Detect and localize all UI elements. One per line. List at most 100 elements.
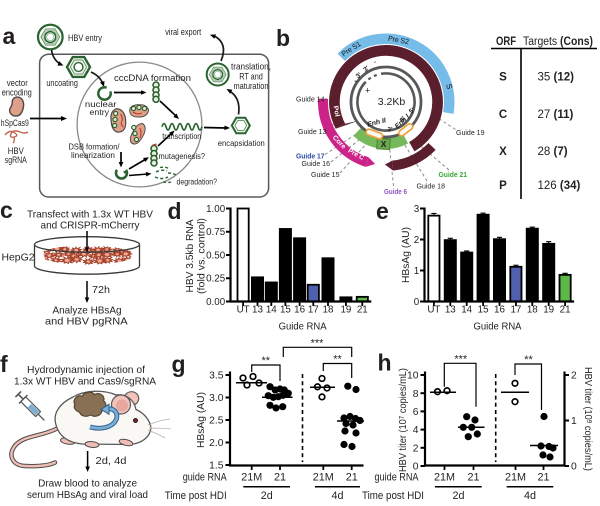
svg-text:Guide 18: Guide 18 xyxy=(417,182,446,191)
svg-text:viral export: viral export xyxy=(165,27,201,37)
svg-text:b: b xyxy=(276,25,290,51)
svg-text:encapsidation: encapsidation xyxy=(218,138,265,148)
svg-text:21: 21 xyxy=(560,304,571,315)
svg-text:(fold vs. control): (fold vs. control) xyxy=(197,218,208,294)
svg-text:14: 14 xyxy=(461,304,472,315)
svg-text:a: a xyxy=(3,23,16,49)
svg-text:c: c xyxy=(0,197,13,223)
svg-text:S: S xyxy=(444,83,454,91)
svg-text:h: h xyxy=(378,350,392,376)
svg-text:3: 3 xyxy=(414,204,420,215)
svg-text:5': 5' xyxy=(399,115,408,124)
svg-text:transcription: transcription xyxy=(162,131,201,141)
svg-text:Enh II: Enh II xyxy=(367,117,388,129)
svg-text:Transfect with 1.3x WT HBV: Transfect with 1.3x WT HBV xyxy=(27,210,153,221)
svg-text:1.5: 1.5 xyxy=(209,461,224,472)
svg-text:HBV titer (109 copies/mL): HBV titer (109 copies/mL) xyxy=(582,367,593,471)
svg-text:0: 0 xyxy=(414,297,420,308)
svg-text:21: 21 xyxy=(346,472,358,484)
svg-text:18: 18 xyxy=(527,304,538,315)
svg-text:15: 15 xyxy=(478,304,489,315)
svg-text:Pre S2: Pre S2 xyxy=(387,34,409,47)
svg-text:2: 2 xyxy=(414,235,419,246)
svg-text:27 (11): 27 (11) xyxy=(538,109,574,121)
svg-text:HepG2: HepG2 xyxy=(2,253,35,264)
svg-text:16: 16 xyxy=(494,304,505,315)
svg-text:19: 19 xyxy=(340,304,351,315)
svg-text:21M: 21M xyxy=(241,472,262,484)
svg-text:HBV entry: HBV entry xyxy=(68,33,102,43)
svg-text:0: 0 xyxy=(413,462,419,473)
svg-text:***: *** xyxy=(454,353,468,365)
svg-text:vector: vector xyxy=(7,78,28,88)
svg-text:17: 17 xyxy=(510,304,521,315)
svg-text:3': 3' xyxy=(355,71,364,80)
svg-text:sgRNA: sgRNA xyxy=(5,155,27,165)
svg-text:0.25: 0.25 xyxy=(206,274,226,285)
svg-text:1.00: 1.00 xyxy=(206,204,226,215)
svg-text:126 (34): 126 (34) xyxy=(538,180,581,192)
svg-text:**: ** xyxy=(262,355,271,367)
svg-text:HBV 3.5kb RNA: HBV 3.5kb RNA xyxy=(185,219,196,292)
svg-text:degradation?: degradation? xyxy=(177,176,218,186)
svg-text:**: ** xyxy=(333,354,342,366)
svg-text:maturation: maturation xyxy=(234,81,269,91)
svg-text:nuclear: nuclear xyxy=(85,99,117,109)
svg-text:Draw blood to analyze: Draw blood to analyze xyxy=(38,479,137,490)
svg-text:28 (7): 28 (7) xyxy=(538,146,568,158)
svg-text:Hydrodynamic injection of: Hydrodynamic injection of xyxy=(27,365,145,376)
svg-text:21: 21 xyxy=(537,472,549,484)
svg-text:0: 0 xyxy=(571,462,577,473)
svg-text:16: 16 xyxy=(294,304,305,315)
svg-text:d: d xyxy=(168,198,182,224)
svg-text:HBsAg (AU): HBsAg (AU) xyxy=(401,227,412,283)
svg-text:ORF: ORF xyxy=(496,36,516,48)
svg-text:uncoating: uncoating xyxy=(46,78,78,88)
svg-text:2: 2 xyxy=(571,371,577,382)
svg-text:3': 3' xyxy=(362,65,371,74)
svg-text:0.75: 0.75 xyxy=(206,227,226,238)
svg-text:***: *** xyxy=(311,337,325,349)
svg-text:entry: entry xyxy=(90,107,110,117)
svg-text:4: 4 xyxy=(413,425,419,436)
svg-text:-: - xyxy=(371,57,378,66)
svg-text:14: 14 xyxy=(266,304,277,315)
svg-text:2d, 4d: 2d, 4d xyxy=(96,456,127,467)
svg-text:g: g xyxy=(172,351,186,377)
svg-text:C: C xyxy=(499,109,507,121)
svg-text:P: P xyxy=(499,180,507,192)
svg-text:Targets (Cons): Targets (Cons) xyxy=(523,36,593,48)
svg-text:3.2Kb: 3.2Kb xyxy=(378,96,406,108)
svg-text:encoding: encoding xyxy=(2,87,32,97)
svg-text:translation,: translation, xyxy=(231,62,271,72)
svg-text:Guide 17: Guide 17 xyxy=(296,151,325,160)
svg-text:guide RNA: guide RNA xyxy=(183,472,228,484)
svg-text:Guide 6: Guide 6 xyxy=(384,187,407,196)
svg-text:21M: 21M xyxy=(313,472,334,484)
svg-text:serum HBsAg and viral load: serum HBsAg and viral load xyxy=(27,490,148,501)
svg-text:72h: 72h xyxy=(92,285,110,296)
svg-text:13: 13 xyxy=(445,304,456,315)
svg-text:-: - xyxy=(354,76,357,87)
svg-text:Guide 21: Guide 21 xyxy=(439,170,468,179)
svg-text:Guide 19: Guide 19 xyxy=(456,128,485,137)
svg-text:35 (12): 35 (12) xyxy=(538,72,575,84)
svg-text:Guide RNA: Guide RNA xyxy=(279,322,327,333)
svg-text:guide RNA: guide RNA xyxy=(375,472,420,484)
svg-text:cccDNA formation: cccDNA formation xyxy=(114,73,191,83)
svg-text:DSB formation/: DSB formation/ xyxy=(69,142,121,152)
svg-text:Time post HDI: Time post HDI xyxy=(362,490,424,502)
svg-text:13: 13 xyxy=(252,304,263,315)
svg-text:and HBV pgRNA: and HBV pgRNA xyxy=(45,317,128,328)
svg-text:Guide 13: Guide 13 xyxy=(298,127,327,136)
svg-text:HBV titer (107 copies/mL): HBV titer (107 copies/mL) xyxy=(398,368,409,472)
svg-text:1.3x WT HBV and Cas9/sgRNA: 1.3x WT HBV and Cas9/sgRNA xyxy=(14,377,156,388)
svg-text:1: 1 xyxy=(414,266,419,277)
svg-text:**: ** xyxy=(524,354,533,366)
svg-text:2d: 2d xyxy=(452,490,464,502)
svg-text:21: 21 xyxy=(467,472,479,484)
svg-text:0.50: 0.50 xyxy=(206,250,226,261)
svg-text:UT: UT xyxy=(427,304,440,315)
svg-text:X: X xyxy=(499,146,507,158)
svg-text:Guide 15: Guide 15 xyxy=(311,170,340,179)
